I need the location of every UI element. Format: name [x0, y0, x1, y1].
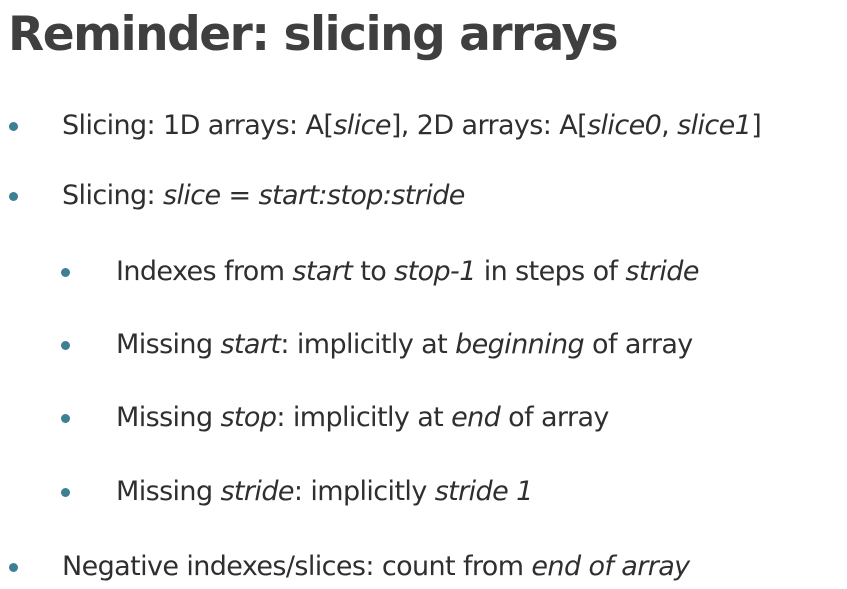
text-run: ,: [661, 110, 678, 141]
text-run: of array: [500, 402, 609, 433]
bullet-text: Indexes from start to stop-1 in steps of…: [116, 252, 699, 292]
bullet-dot-icon: [61, 488, 70, 497]
italic-text: stop-1: [394, 256, 476, 287]
bullet-dot-icon: [61, 341, 70, 350]
bullet-dot-icon: [61, 268, 70, 277]
bullet-text: Missing stop: implicitly at end of array: [116, 398, 609, 438]
text-run: : implicitly at: [280, 329, 456, 360]
italic-text: start: [292, 256, 353, 287]
italic-text: slice = start:stop:stride: [163, 180, 465, 211]
text-run: Missing: [116, 476, 221, 507]
text-run: ]: [751, 110, 762, 141]
slide-title: Reminder: slicing arrays: [8, 7, 619, 62]
bullet-text: Missing stride: implicitly stride 1: [116, 472, 533, 512]
bullet-text: Slicing: 1D arrays: A[slice], 2D arrays:…: [62, 106, 762, 146]
text-run: ], 2D arrays: A[: [390, 110, 588, 141]
bullet-dot-icon: [61, 414, 70, 423]
bullet-text: Negative indexes/slices: count from end …: [62, 547, 690, 587]
italic-text: slice: [333, 110, 391, 141]
italic-text: slice0: [587, 110, 662, 141]
bullet-text: Slicing: slice = start:stop:stride: [62, 176, 465, 216]
italic-text: stride 1: [434, 476, 534, 507]
text-run: to: [352, 256, 395, 287]
text-run: Slicing: 1D arrays: A[: [62, 110, 334, 141]
italic-text: end: [451, 402, 501, 433]
italic-text: stride: [220, 476, 294, 507]
italic-text: start: [220, 329, 281, 360]
text-run: : implicitly at: [276, 402, 452, 433]
text-run: in steps of: [475, 256, 626, 287]
text-run: : implicitly: [293, 476, 435, 507]
text-run: Negative indexes/slices: count from: [62, 551, 532, 582]
italic-text: end of array: [531, 551, 690, 582]
text-run: Missing: [116, 402, 221, 433]
bullet-text: Missing start: implicitly at beginning o…: [116, 325, 693, 365]
italic-text: stop: [220, 402, 277, 433]
bullet-dot-icon: [9, 122, 18, 131]
italic-text: slice1: [677, 110, 752, 141]
bullet-dot-icon: [9, 192, 18, 201]
text-run: Missing: [116, 329, 221, 360]
text-run: of array: [584, 329, 693, 360]
bullet-dot-icon: [9, 563, 18, 572]
italic-text: beginning: [455, 329, 585, 360]
italic-text: stride: [625, 256, 699, 287]
text-run: Slicing:: [62, 180, 164, 211]
text-run: Indexes from: [116, 256, 293, 287]
